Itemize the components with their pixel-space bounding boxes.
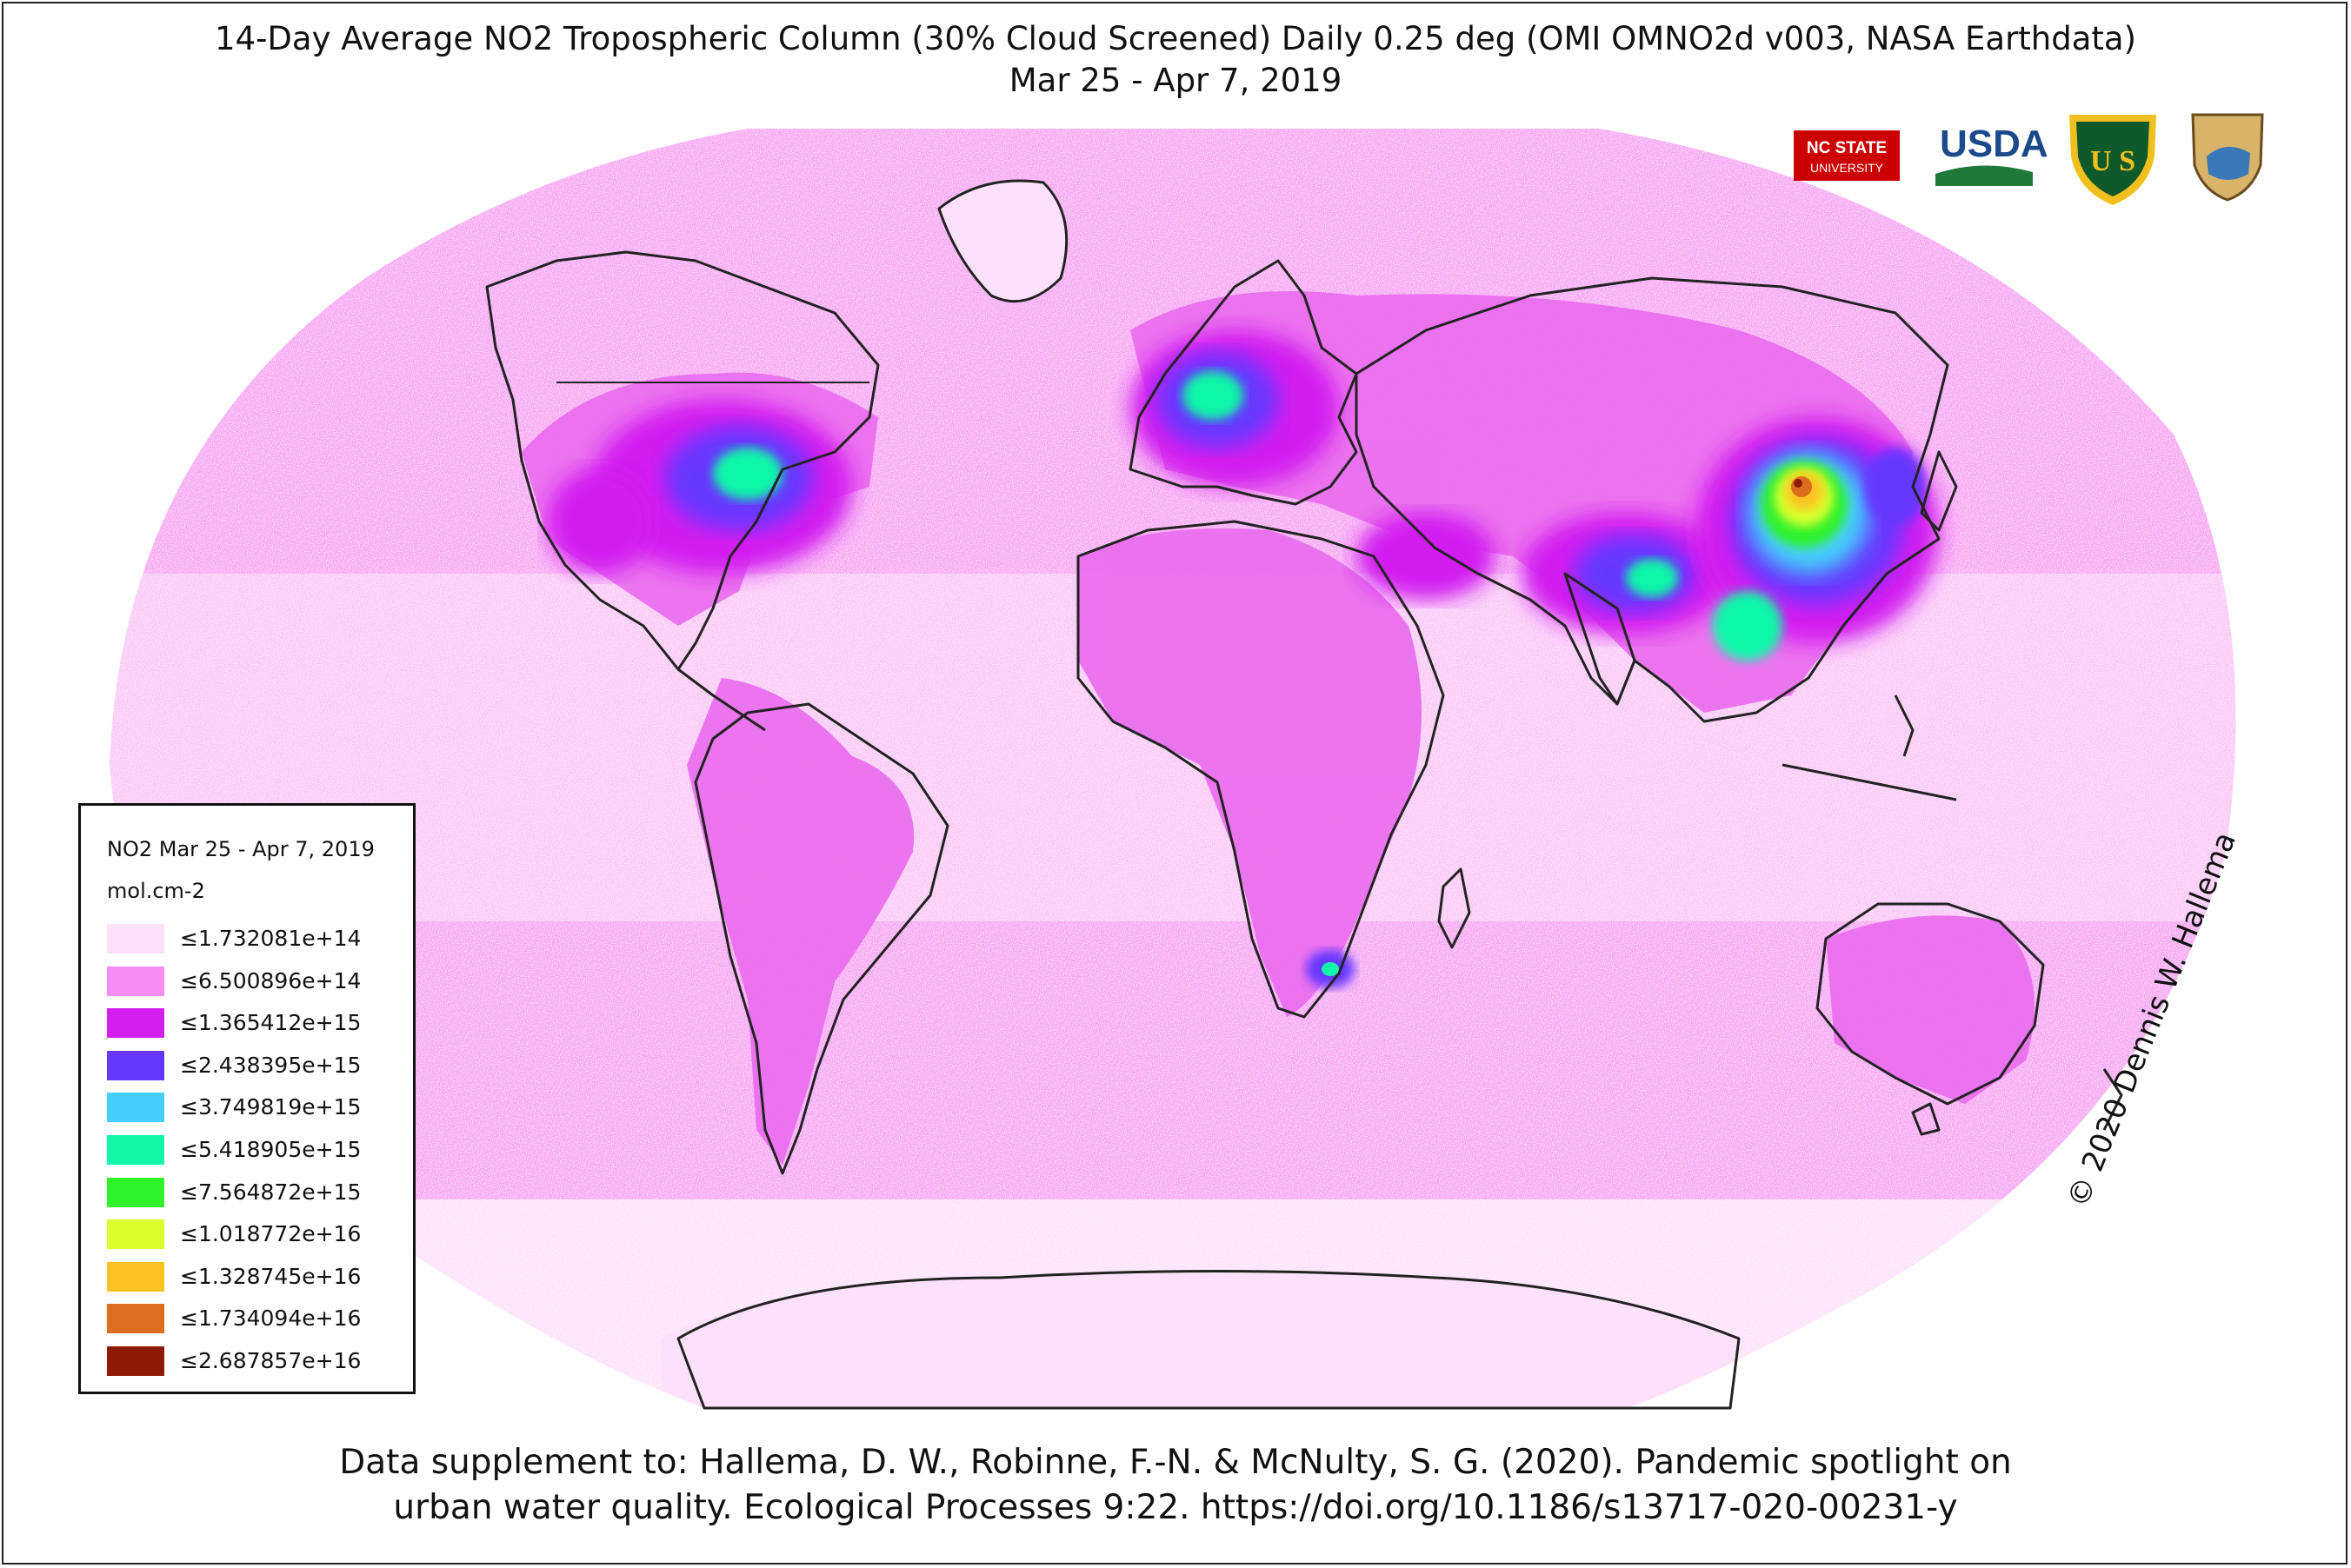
legend-title: NO2 Mar 25 - Apr 7, 2019	[107, 837, 375, 861]
svg-text:USDA: USDA	[1940, 123, 2048, 165]
legend-swatch	[107, 1050, 164, 1080]
fish-wildlife-logo	[2191, 113, 2264, 202]
legend-swatch	[107, 924, 164, 953]
hotspot-north-america	[548, 400, 852, 574]
legend-label: ≤6.500896e+14	[180, 967, 362, 993]
legend-label: ≤1.732081e+14	[180, 926, 362, 951]
legend-swatch	[107, 1219, 164, 1250]
legend-label: ≤1.328745e+16	[180, 1263, 362, 1289]
legend-label: ≤7.564872e+15	[180, 1179, 362, 1205]
map-subtitle-date: Mar 25 - Apr 7, 2019	[1009, 62, 1342, 99]
legend-label: ≤1.734094e+16	[180, 1306, 362, 1332]
antarctica-fill	[661, 1273, 1739, 1408]
legend-swatch	[107, 1135, 164, 1165]
forest-service-shield-logo: U S	[2069, 115, 2156, 205]
legend-label: ≤2.687857e+16	[180, 1348, 362, 1373]
citation-line-1: Data supplement to: Hallema, D. W., Robi…	[339, 1443, 2012, 1482]
citation-line-2: urban water quality. Ecological Processe…	[393, 1488, 1958, 1527]
svg-text:UNIVERSITY: UNIVERSITY	[1810, 161, 1884, 175]
hotspot-east-asia	[1695, 417, 1939, 661]
hotspot-europe	[1130, 330, 1339, 487]
legend-swatch	[107, 1346, 164, 1376]
legend-label: ≤2.438395e+15	[180, 1052, 362, 1078]
legend-label: ≤1.018772e+16	[180, 1221, 362, 1247]
hotspot-south-asia	[1356, 513, 1730, 635]
svg-text:U S: U S	[2090, 145, 2135, 177]
legend-label: ≤5.418905e+15	[180, 1137, 362, 1162]
ncstate-logo: NC STATE UNIVERSITY	[1794, 130, 1900, 181]
usda-logo: USDA	[1935, 123, 2048, 186]
legend-swatch	[107, 1304, 164, 1334]
legend-swatch	[107, 1177, 164, 1207]
legend-label: ≤3.749819e+15	[180, 1094, 362, 1120]
map-legend: NO2 Mar 25 - Apr 7, 2019 mol.cm-2 ≤1.732…	[78, 803, 416, 1394]
legend-unit: mol.cm-2	[107, 879, 205, 903]
legend-label: ≤1.365412e+15	[180, 1010, 362, 1036]
legend-swatch	[107, 1008, 164, 1039]
svg-text:NC STATE: NC STATE	[1807, 139, 1887, 157]
hotspot-south-africa	[1306, 950, 1355, 988]
coastlines	[485, 179, 2123, 1410]
legend-swatch	[107, 1093, 164, 1123]
map-title: 14-Day Average NO2 Tropospheric Column (…	[214, 20, 2137, 57]
legend-swatch	[107, 1261, 164, 1292]
legend-swatch	[107, 966, 164, 996]
